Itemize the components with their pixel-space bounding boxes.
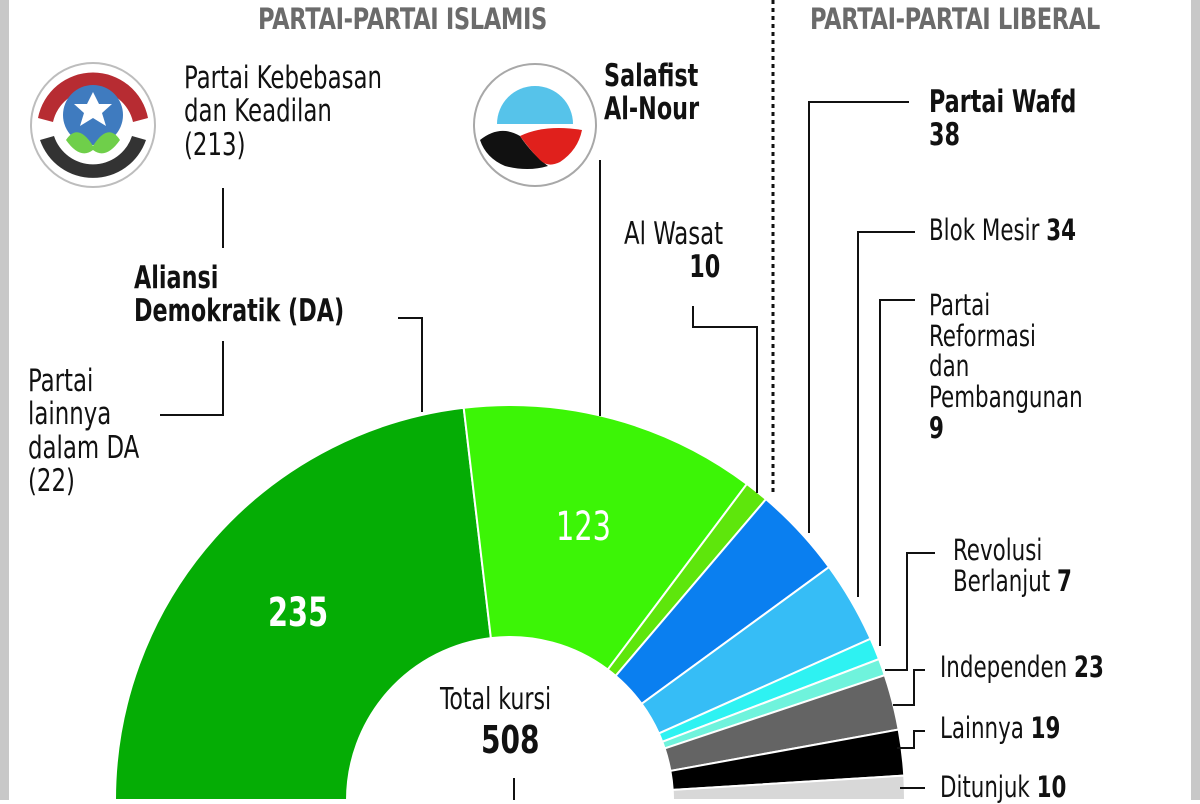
leader-lines xyxy=(160,101,935,800)
leader-line-da-others xyxy=(160,341,224,416)
al-nour-party-logo-icon xyxy=(473,63,597,187)
label-reform-line3: dan xyxy=(929,349,970,384)
label-da-others-line2: lainnya xyxy=(28,396,112,433)
label-nour-line1: Salafist xyxy=(604,58,699,94)
slice-label-nour: 123 xyxy=(556,504,611,550)
label-fjp-value: (213) xyxy=(184,126,246,163)
label-ditunjuk-name: Ditunjuk xyxy=(940,770,1030,804)
label-lainnya: Lainnya 19 xyxy=(940,711,1061,745)
label-blok-value: 34 xyxy=(1046,213,1076,247)
leader-line-wafd xyxy=(808,101,909,533)
slice-aliansi-demokratik-da xyxy=(113,406,493,800)
label-ditunjuk: Ditunjuk 10 xyxy=(940,770,1067,804)
label-reform-line2: Reformasi xyxy=(929,318,1036,353)
center-total-value: 508 xyxy=(481,718,540,762)
label-wafd-name: Partai Wafd xyxy=(929,84,1077,120)
label-lainnya-name: Lainnya xyxy=(940,711,1024,745)
left-frame-border xyxy=(0,0,9,800)
label-da-others: Partai lainnya dalam DA (22) xyxy=(28,363,140,500)
label-revolusi: Revolusi Berlanjut 7 xyxy=(953,533,1072,599)
label-ditunjuk-value: 10 xyxy=(1036,770,1067,804)
label-lainnya-value: 19 xyxy=(1030,711,1061,745)
label-independen-value: 23 xyxy=(1074,650,1104,684)
freedom-justice-party-logo-icon xyxy=(30,62,156,188)
label-wasat-name: Al Wasat xyxy=(624,216,724,252)
label-fjp-line2: dan Keadilan xyxy=(184,93,332,130)
label-fjp-line1: Partai Kebebasan xyxy=(184,60,383,96)
label-nour: Salafist Al-Nour xyxy=(604,58,700,128)
label-wasat: Al Wasat 10 xyxy=(624,216,745,286)
leader-line-wasat xyxy=(692,306,758,493)
leader-line-lainnya xyxy=(897,730,925,749)
center-total-label: Total kursi xyxy=(440,682,552,717)
label-da-line2: Demokratik (DA) xyxy=(134,293,345,330)
label-revolusi-line2: Berlanjut xyxy=(953,564,1051,599)
label-fjp: Partai Kebebasan dan Keadilan (213) xyxy=(184,60,383,163)
chart-slices xyxy=(113,404,907,800)
slice-salafist-al-nour xyxy=(462,404,749,671)
liberal-group-header: PARTAI-PARTAI LIBERAL xyxy=(810,2,1100,36)
label-blok-mesir: Blok Mesir 34 xyxy=(929,213,1076,247)
label-nour-line2: Al-Nour xyxy=(604,91,700,128)
label-da-others-value: (22) xyxy=(28,463,75,500)
label-independen-name: Independen xyxy=(940,650,1068,684)
slice-label-da: 235 xyxy=(268,590,329,636)
islamist-group-header: PARTAI-PARTAI ISLAMIS xyxy=(258,2,547,36)
label-da-others-line1: Partai xyxy=(28,363,94,399)
label-da-line1: Aliansi xyxy=(134,260,219,296)
right-frame-border xyxy=(1191,0,1200,800)
label-reform-value: 9 xyxy=(929,410,944,445)
label-reform: Partai Reformasi dan Pembangunan 9 xyxy=(929,290,1083,444)
leader-line-blok xyxy=(857,231,915,597)
label-da-others-line3: dalam DA xyxy=(28,429,140,466)
label-wafd: Partai Wafd 38 xyxy=(929,84,1077,154)
label-revolusi-value: 7 xyxy=(1056,564,1072,599)
leader-line-independen xyxy=(893,669,925,706)
label-blok-name: Blok Mesir xyxy=(929,213,1040,247)
leader-line-da xyxy=(398,317,423,412)
label-wasat-value: 10 xyxy=(689,249,721,286)
label-revolusi-line1: Revolusi xyxy=(953,533,1043,567)
label-reform-line1: Partai xyxy=(929,288,991,322)
leader-line-reform xyxy=(879,299,915,646)
label-da: Aliansi Demokratik (DA) xyxy=(134,260,345,330)
label-wafd-value: 38 xyxy=(929,117,961,154)
label-reform-line4: Pembangunan xyxy=(929,380,1083,415)
slice-ditunjuk xyxy=(671,774,907,800)
label-independen: Independen 23 xyxy=(940,650,1104,684)
leader-line-revolusi xyxy=(885,552,935,671)
